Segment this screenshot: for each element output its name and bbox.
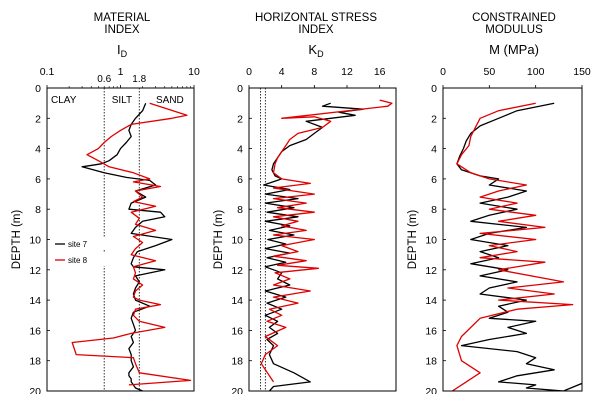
plot-frame xyxy=(248,87,397,392)
plot-frame xyxy=(442,87,583,392)
y-tick-label: 16 xyxy=(425,325,437,337)
y-tick-label: 0 xyxy=(237,83,243,95)
y-tick-label: 20 xyxy=(231,386,243,394)
plot-frame xyxy=(46,87,195,392)
y-tick-label: 6 xyxy=(237,174,243,186)
y-tick-label: 12 xyxy=(425,265,437,277)
series-line-site-7 xyxy=(263,102,364,391)
panel-title-line: CONSTRAINED xyxy=(472,12,556,24)
x-tick-label: 0.1 xyxy=(40,66,55,78)
legend-label: site 7 xyxy=(68,240,88,249)
panel-symbol: KD xyxy=(308,42,324,59)
y-axis-title: DEPTH (m) xyxy=(213,210,225,270)
panel-title-line: INDEX xyxy=(298,24,333,36)
y-tick-label: 18 xyxy=(231,356,243,368)
y-tick-label: 6 xyxy=(35,174,41,186)
y-tick-label: 0 xyxy=(431,83,437,95)
y-tick-label: 8 xyxy=(35,204,41,216)
panel-symbol: ID xyxy=(117,42,128,59)
x-tick-label: 4 xyxy=(279,66,285,78)
series-line-site-8 xyxy=(260,99,393,383)
series-line-site-8 xyxy=(451,102,574,391)
panel-symbol: M (MPa) xyxy=(489,42,539,57)
panel-title-line: MATERIAL xyxy=(94,12,151,24)
zone-label: SILT xyxy=(112,95,132,106)
series-group xyxy=(260,99,393,391)
y-tick-label: 20 xyxy=(29,386,41,394)
y-tick-label: 14 xyxy=(29,295,41,307)
y-tick-label: 2 xyxy=(35,113,41,125)
panel-title-line: HORIZONTAL STRESS xyxy=(255,12,377,24)
y-tick-label: 16 xyxy=(29,325,41,337)
x-tick-label: 12 xyxy=(341,66,353,78)
x-tick-label: 50 xyxy=(483,66,495,78)
panel-title-line: MODULUS xyxy=(485,24,543,36)
y-tick-label: 10 xyxy=(425,235,437,247)
legend-label: site 8 xyxy=(68,256,88,265)
zone-label: SAND xyxy=(156,95,184,106)
y-tick-label: 8 xyxy=(431,204,437,216)
y-tick-label: 20 xyxy=(425,386,437,394)
y-tick-label: 16 xyxy=(231,325,243,337)
series-group xyxy=(71,102,192,391)
y-axis-title: DEPTH (m) xyxy=(11,210,23,270)
legend-bg xyxy=(53,253,107,266)
y-tick-label: 12 xyxy=(29,265,41,277)
y-tick-label: 12 xyxy=(231,265,243,277)
y-tick-label: 10 xyxy=(29,235,41,247)
series-line-site-7 xyxy=(81,102,173,391)
x-minor-tick-label: 1.8 xyxy=(132,74,146,85)
zone-label: CLAY xyxy=(51,95,77,106)
x-tick-label: 16 xyxy=(374,66,386,78)
y-tick-label: 6 xyxy=(431,174,437,186)
y-tick-label: 18 xyxy=(425,356,437,368)
y-tick-label: 4 xyxy=(35,144,41,156)
panel-title-line: INDEX xyxy=(104,24,139,36)
y-tick-label: 10 xyxy=(231,235,243,247)
x-tick-label: 1 xyxy=(118,66,124,78)
x-tick-label: 0 xyxy=(440,66,446,78)
x-tick-label: 100 xyxy=(527,66,545,78)
y-tick-label: 2 xyxy=(431,113,437,125)
x-tick-label: 0 xyxy=(246,66,252,78)
y-tick-label: 4 xyxy=(237,144,243,156)
legend: site 7 site 8 xyxy=(53,237,107,266)
y-tick-label: 8 xyxy=(237,204,243,216)
x-tick-label: 150 xyxy=(573,66,591,78)
x-tick-label: 10 xyxy=(188,66,200,78)
y-tick-label: 2 xyxy=(237,113,243,125)
y-tick-label: 18 xyxy=(29,356,41,368)
series-group xyxy=(451,102,582,391)
series-line-site-8 xyxy=(71,102,192,386)
y-tick-label: 14 xyxy=(231,295,243,307)
x-minor-tick-label: 0.6 xyxy=(97,74,111,85)
y-tick-label: 0 xyxy=(35,83,41,95)
y-tick-label: 4 xyxy=(431,144,437,156)
y-axis-title: DEPTH (m) xyxy=(407,210,419,270)
legend-bg xyxy=(53,237,107,250)
series-line-site-7 xyxy=(456,102,582,391)
x-tick-label: 8 xyxy=(311,66,317,78)
y-tick-label: 14 xyxy=(425,295,437,307)
